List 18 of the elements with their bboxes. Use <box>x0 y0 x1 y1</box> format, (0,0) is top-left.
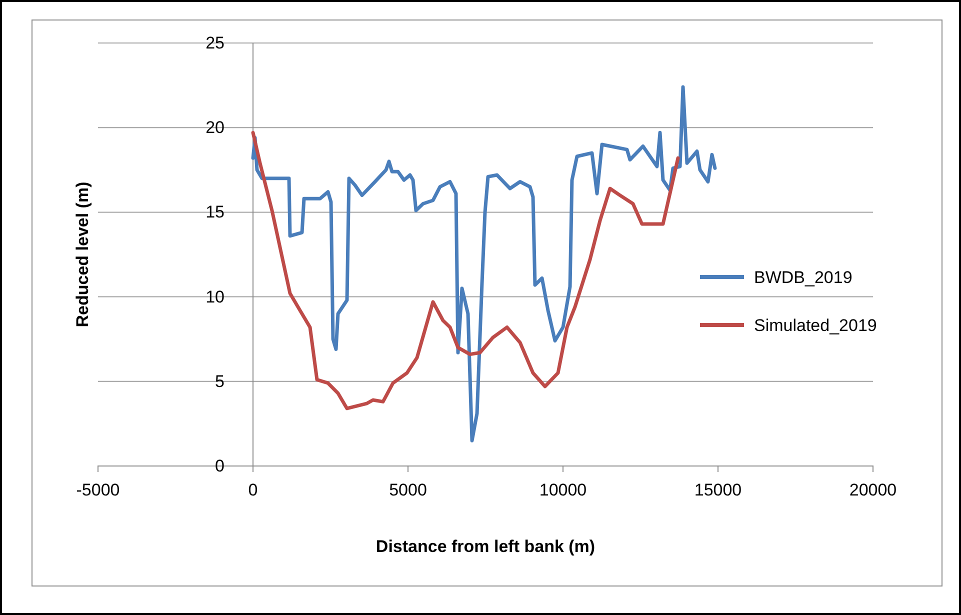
y-tick-label: 10 <box>206 287 224 306</box>
y-tick-label: 15 <box>206 202 224 222</box>
y-tick-label: 5 <box>215 372 224 391</box>
y-tick-label: 0 <box>215 456 224 476</box>
line-series <box>251 85 717 442</box>
x-tick-label: 15000 <box>694 480 742 500</box>
y-axis-title: Reduced level (m) <box>73 182 92 328</box>
x-axis-title: Distance from left bank (m) <box>376 537 596 556</box>
legend-label: Simulated_2019 <box>754 316 877 335</box>
line-series <box>251 130 680 410</box>
x-tick-label: -5000 <box>76 480 120 500</box>
x-tick-label: 5000 <box>389 480 427 500</box>
legend-label: BWDB_2019 <box>754 268 852 287</box>
y-tick-label: 25 <box>206 33 224 52</box>
y-tick-label: 20 <box>206 118 224 138</box>
x-tick-label: 20000 <box>849 480 897 500</box>
x-tick-label: 0 <box>248 480 258 500</box>
x-tick-label: 10000 <box>539 480 587 500</box>
